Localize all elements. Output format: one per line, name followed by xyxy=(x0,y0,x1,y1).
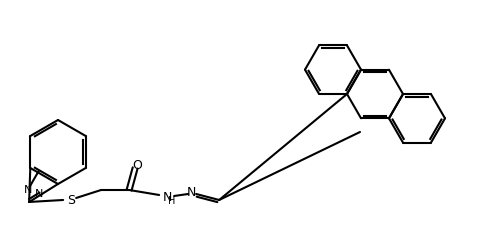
Text: S: S xyxy=(67,194,75,207)
Text: N: N xyxy=(163,191,172,204)
Text: N: N xyxy=(23,184,32,194)
Text: O: O xyxy=(132,159,142,172)
Text: N: N xyxy=(186,186,196,199)
Text: N: N xyxy=(35,188,43,198)
Text: H: H xyxy=(168,195,176,205)
